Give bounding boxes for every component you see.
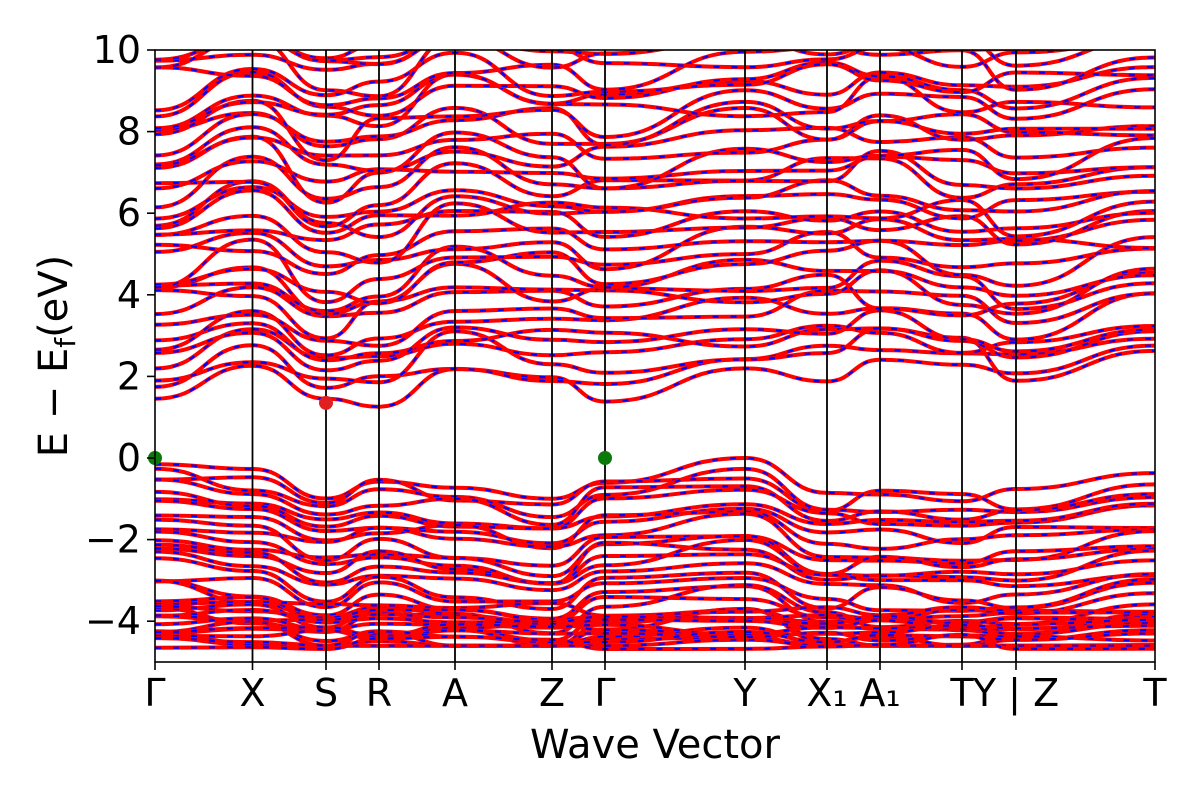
x-tick-label: Z xyxy=(539,671,565,715)
x-axis-label: Wave Vector xyxy=(530,722,781,768)
y-axis-label-main: E − E xyxy=(31,348,77,458)
y-axis-ticks: −4 −2 0 2 4 6 8 10 xyxy=(85,28,155,643)
band-line-dashed xyxy=(155,218,1155,271)
y-tick-label: 6 xyxy=(117,191,141,235)
band-line-dashed xyxy=(155,309,1155,372)
x-tick-label: Γ xyxy=(594,671,615,715)
band-line-dashed xyxy=(155,292,1155,357)
band-line-dashed xyxy=(155,579,1155,635)
band-line-dashed xyxy=(155,488,1155,530)
y-axis-label-unit: (eV) xyxy=(31,255,77,338)
y-tick-label: 10 xyxy=(93,28,141,72)
y-tick-label: 2 xyxy=(117,354,141,398)
band-line-dashed xyxy=(155,100,1155,157)
x-tick-label: Γ xyxy=(144,671,165,715)
y-tick-label: −2 xyxy=(85,518,141,562)
x-tick-label: Y xyxy=(732,671,757,715)
y-axis-label-subscript: f xyxy=(49,337,82,348)
x-tick-label: T xyxy=(1142,671,1167,715)
band-lines xyxy=(155,50,1155,652)
x-tick-label: R xyxy=(366,671,392,715)
band-line-dashed xyxy=(155,50,1155,107)
valence-band-maximum-marker xyxy=(598,451,612,465)
x-tick-label: Y | Z xyxy=(972,671,1059,716)
band-line-dashed xyxy=(155,608,1155,624)
x-tick-label: X₁ xyxy=(806,671,847,715)
x-tick-label: A xyxy=(442,671,468,715)
high-symmetry-lines xyxy=(251,50,1017,662)
band-line-dashed xyxy=(155,337,1155,390)
band-line-dashed xyxy=(155,576,1155,613)
band-line-dashed xyxy=(155,476,1155,512)
band-line-dashed xyxy=(155,50,963,61)
conduction-band-minimum-marker xyxy=(319,395,333,410)
y-tick-label: −4 xyxy=(85,599,141,643)
plot-frame xyxy=(154,49,1156,663)
x-tick-label: S xyxy=(314,671,338,715)
band-line-dashed xyxy=(155,271,1155,318)
y-tick-label: 4 xyxy=(117,273,141,317)
band-line-dashed xyxy=(155,189,1155,238)
band-line-dashed xyxy=(155,236,1155,305)
y-tick-label: 0 xyxy=(117,436,141,480)
band-line-dashed xyxy=(155,267,1155,340)
band-line-dashed xyxy=(155,155,1155,190)
x-tick-label: A₁ xyxy=(859,671,900,715)
band-line-dashed xyxy=(155,633,1155,651)
x-tick-label: T xyxy=(949,671,974,715)
y-axis-label: E − Ef(eV) xyxy=(31,255,82,458)
y-tick-label: 8 xyxy=(117,110,141,154)
x-tick-label: X xyxy=(239,671,265,715)
